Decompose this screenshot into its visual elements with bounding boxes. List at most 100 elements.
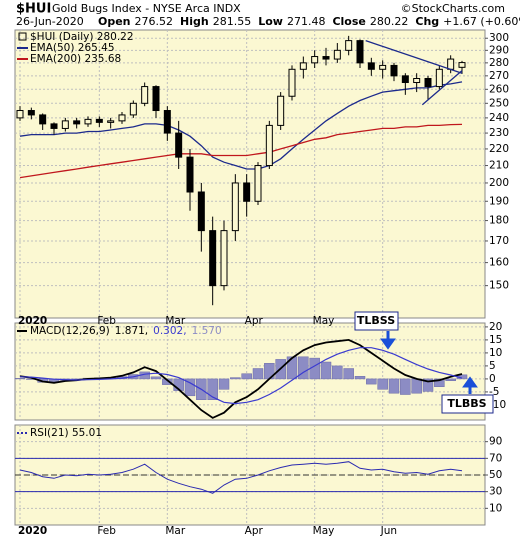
histogram-bar xyxy=(343,368,354,380)
histogram-bar xyxy=(14,378,26,380)
y-tick-label: 20 xyxy=(489,321,502,333)
histogram-bar xyxy=(218,378,230,390)
candle-body xyxy=(152,86,160,112)
candle-body xyxy=(186,156,194,193)
y-tick-label: 15 xyxy=(489,334,502,346)
candle-body xyxy=(243,182,251,202)
histogram-bar xyxy=(411,378,422,394)
x-tick-label: Jun xyxy=(380,525,397,537)
candle-body xyxy=(356,40,364,64)
candle-body xyxy=(61,120,69,129)
trendline xyxy=(365,40,463,74)
y-tick-label: 30 xyxy=(489,486,502,498)
candle-body xyxy=(379,64,387,70)
quote-value: 280.22 xyxy=(370,15,409,28)
candle-body xyxy=(209,230,217,287)
header: $HUI Gold Bugs Index - NYSE Arca INDX ©S… xyxy=(16,2,505,29)
y-tick-label: 270 xyxy=(489,70,509,82)
histogram-bar xyxy=(150,376,162,380)
quote-label: Close xyxy=(332,15,365,28)
y-tick-label: 220 xyxy=(489,143,509,155)
candle-body xyxy=(163,110,171,134)
histogram-bar xyxy=(332,365,343,380)
source: ©StockCharts.com xyxy=(401,2,505,15)
ema-line xyxy=(19,81,463,170)
legend-entry: $HUI (Daily) 280.22 xyxy=(30,31,134,43)
macd-line xyxy=(19,338,463,419)
legend-entry: 1.570 xyxy=(192,325,222,337)
histogram-bar xyxy=(388,378,400,394)
x-tick-label: May xyxy=(313,525,335,537)
histogram-bar xyxy=(184,378,196,397)
y-tick-label: 260 xyxy=(489,83,509,95)
candle-body xyxy=(458,62,466,68)
candle-body xyxy=(435,68,443,88)
x-tick-label: Mar xyxy=(165,315,185,327)
y-tick-label: 90 xyxy=(489,436,502,448)
y-tick-label: 50 xyxy=(489,469,502,481)
candle-body xyxy=(447,58,455,70)
candle-body xyxy=(16,110,24,119)
y-tick-label: 210 xyxy=(489,160,509,172)
legend-entry: 0.302, xyxy=(153,325,186,337)
candle-body xyxy=(231,182,239,232)
plot: 20202020FebFebMarMarAprAprMayMayJunJun15… xyxy=(14,30,509,537)
y-tick-label: 190 xyxy=(489,195,509,207)
y-tick-label: 5 xyxy=(489,360,496,372)
y-tick-label: 280 xyxy=(489,57,509,69)
candle-body xyxy=(197,191,205,232)
candle-body xyxy=(424,77,432,88)
legend-entry: EMA(50) 265.45 xyxy=(30,42,115,54)
x-tick-label: Apr xyxy=(245,525,264,537)
y-tick-label: 290 xyxy=(489,44,509,56)
histogram-bar xyxy=(230,377,241,380)
candle-body xyxy=(141,86,149,104)
histogram-bar xyxy=(354,376,366,380)
y-tick-label: 230 xyxy=(489,127,509,139)
histogram-bar xyxy=(445,378,456,381)
price-panel xyxy=(14,29,486,319)
signal-notes: TLBSS TLBBS xyxy=(354,311,494,414)
index-name: Gold Bugs Index - NYSE Arca INDX xyxy=(52,2,241,15)
indicator-title: MACD(12,26,9) xyxy=(30,325,110,337)
candle-body xyxy=(220,230,228,287)
quote-label: Low xyxy=(258,15,283,28)
histogram-bar xyxy=(298,356,309,380)
y-tick-label: 170 xyxy=(489,235,509,247)
histogram-bar xyxy=(366,378,377,385)
candle-body xyxy=(39,114,47,125)
quote-label: High xyxy=(180,15,209,28)
candle-body xyxy=(95,118,103,123)
y-tick-label: -5 xyxy=(489,386,499,398)
candle-body xyxy=(129,102,137,116)
note-box xyxy=(441,394,494,414)
candle-body xyxy=(322,56,330,60)
candle-body xyxy=(107,120,115,123)
y-tick-label: 10 xyxy=(489,502,502,514)
candle-body xyxy=(333,49,341,60)
candle-body xyxy=(413,77,421,84)
candle-body xyxy=(311,56,319,64)
candle-body xyxy=(265,124,273,167)
macd-panel xyxy=(14,322,486,421)
histogram-bar xyxy=(207,378,218,400)
y-tick-label: 160 xyxy=(489,257,509,269)
note-box xyxy=(354,311,399,331)
y-tick-label: 70 xyxy=(489,452,502,464)
note-text: TLBSS xyxy=(357,314,395,327)
candle-body xyxy=(84,118,92,125)
macd-line xyxy=(19,347,463,405)
y-tick-label: 240 xyxy=(489,112,509,124)
legend-swatch xyxy=(18,32,27,41)
candle-body xyxy=(277,95,285,126)
y-tick-label: 150 xyxy=(489,280,509,292)
quote-value: 276.52 xyxy=(135,15,174,28)
note-text: TLBBS xyxy=(447,397,486,410)
histogram-bar xyxy=(422,378,434,392)
histogram-bar xyxy=(286,356,298,380)
trendline xyxy=(421,70,463,106)
quote-label: Chg xyxy=(415,15,439,28)
candle-body xyxy=(288,68,296,97)
x-tick-label: 2020 xyxy=(18,315,47,327)
